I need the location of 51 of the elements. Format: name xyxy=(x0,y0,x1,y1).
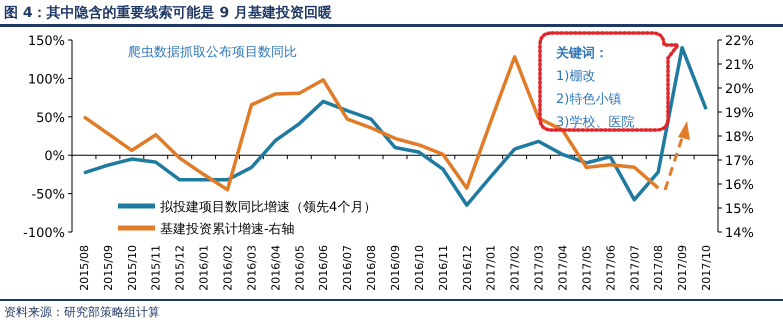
x-tick-label: 2017/01 xyxy=(484,245,498,291)
y-tick-label: 100% xyxy=(28,72,65,88)
x-tick-label: 2017/03 xyxy=(532,245,546,291)
y2-tick-label: 20% xyxy=(725,82,754,97)
x-tick-label: 2015/11 xyxy=(150,245,163,291)
x-tick-label: 2017/04 xyxy=(556,245,570,291)
x-tick-label: 2017/08 xyxy=(652,245,666,291)
y2-tick-label: 18% xyxy=(725,130,754,145)
x-tick-label: 2016/08 xyxy=(365,245,378,291)
x-tick-label: 2017/02 xyxy=(508,245,522,291)
x-tick-label: 2017/07 xyxy=(628,245,642,291)
x-tick-label: 2016/07 xyxy=(341,245,354,291)
legend-label: 拟投建项目数同比增速（领先4个月） xyxy=(160,200,376,215)
x-tick-label: 2016/05 xyxy=(293,245,306,291)
y-tick-label: -50% xyxy=(31,188,65,203)
x-tick-label: 2017/10 xyxy=(700,245,714,291)
chart-title: 图 4：其中隐含的重要线索可能是 9 月基建投资回暖 xyxy=(4,4,332,21)
y2-tick-label: 16% xyxy=(725,178,754,193)
annotation: 2)特色小镇 xyxy=(556,92,622,107)
x-tick-label: 2015/10 xyxy=(126,245,139,291)
x-tick-label: 2016/03 xyxy=(245,245,258,291)
y2-tick-label: 14% xyxy=(725,226,754,241)
annotation: 3)学校、医院 xyxy=(556,115,634,130)
x-tick-label: 2016/09 xyxy=(389,245,402,291)
y-tick-label: -100% xyxy=(23,226,65,241)
y2-tick-label: 22% xyxy=(725,34,754,49)
x-tick-label: 2015/09 xyxy=(102,245,115,291)
x-tick-label: 2016/01 xyxy=(198,245,211,291)
x-tick-label: 2017/06 xyxy=(604,245,618,291)
text: 资料来源：研究部策略组计算 xyxy=(4,305,160,319)
x-tick-label: 2015/08 xyxy=(78,245,91,291)
x-tick-label: 2016/11 xyxy=(436,245,450,291)
y2-tick-label: 17% xyxy=(725,154,754,169)
x-tick-label: 2017/05 xyxy=(580,245,594,291)
x-tick-label: 2016/10 xyxy=(412,245,426,291)
y-tick-label: 150% xyxy=(28,34,65,49)
y2-tick-label: 21% xyxy=(725,58,754,73)
y2-tick-label: 19% xyxy=(725,106,754,121)
x-tick-label: 2016/06 xyxy=(317,245,330,291)
y-tick-label: 0% xyxy=(44,149,65,164)
annotation: 关键词： xyxy=(555,45,608,61)
legend-label: 基建投资累计增速-右轴 xyxy=(160,222,295,237)
x-tick-label: 2015/12 xyxy=(174,245,187,291)
x-tick-label: 2017/09 xyxy=(676,245,690,291)
x-tick-label: 2016/12 xyxy=(460,245,474,291)
y2-tick-label: 15% xyxy=(725,202,754,217)
x-tick-label: 2016/02 xyxy=(222,245,235,291)
y-tick-label: 50% xyxy=(36,110,65,126)
annotation: 爬虫数据抓取公布项目数同比 xyxy=(128,45,297,60)
annotation: 1)棚改 xyxy=(556,69,596,84)
x-tick-label: 2016/04 xyxy=(269,245,282,291)
